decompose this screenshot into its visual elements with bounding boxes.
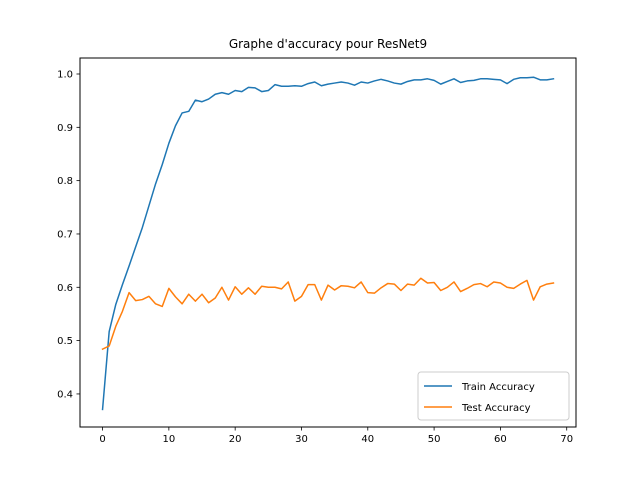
y-tick-label: 0.8	[57, 176, 73, 187]
x-tick-label: 0	[99, 434, 105, 445]
legend: Train Accuracy Test Accuracy	[417, 371, 570, 421]
plot-frame	[79, 57, 577, 428]
x-tick-label: 40	[361, 434, 374, 445]
y-tick-label: 0.9	[57, 123, 73, 134]
legend-label: Train Accuracy	[461, 382, 535, 393]
x-tick-label: 50	[428, 434, 441, 445]
y-tick-label: 0.5	[57, 336, 73, 347]
series-line-test-accuracy	[101, 277, 555, 351]
x-tick-label: 10	[162, 434, 175, 445]
y-tick-label: 0.7	[57, 229, 73, 240]
y-tick-label: 0.4	[57, 389, 73, 400]
chart-title: Graphe d'accuracy pour ResNet9	[229, 37, 427, 51]
series-layer	[101, 76, 555, 411]
x-tick-label: 60	[494, 434, 507, 445]
x-axis: 0 10 20 30 40 50 60 70	[99, 427, 573, 445]
x-tick-label: 70	[560, 434, 573, 445]
legend-label: Test Accuracy	[461, 403, 531, 414]
x-tick-label: 20	[229, 434, 242, 445]
y-tick-label: 0.6	[57, 283, 73, 294]
legend-box	[417, 371, 570, 421]
series-line-train-accuracy	[101, 76, 555, 411]
x-tick-label: 30	[295, 434, 308, 445]
y-axis: 0.4 0.5 0.6 0.7 0.8 0.9 1.0	[57, 69, 80, 400]
y-tick-label: 1.0	[57, 69, 73, 80]
